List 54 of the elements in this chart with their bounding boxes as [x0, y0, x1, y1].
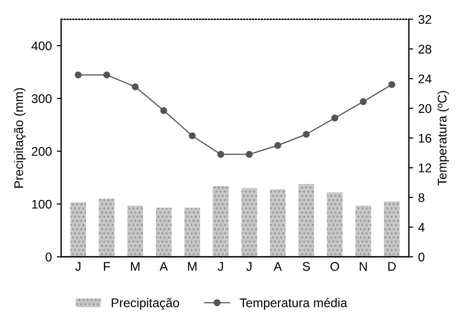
- y2-tick-label: 16: [418, 134, 432, 143]
- bar: [298, 184, 314, 257]
- bar: [326, 192, 343, 257]
- legend-label: Precipitação: [112, 298, 180, 310]
- bar: [98, 198, 115, 257]
- x-tick-label: J: [218, 262, 223, 271]
- point: [132, 83, 139, 90]
- point: [74, 71, 82, 78]
- bar: [184, 208, 200, 257]
- x-tick-label: N: [360, 262, 367, 271]
- point: [217, 150, 224, 158]
- bar: [70, 202, 86, 257]
- point: [160, 107, 168, 114]
- point: [103, 71, 110, 78]
- x-tick-label: M: [188, 262, 196, 271]
- y2-tick-label: 20: [418, 104, 432, 113]
- y2-axis-title: Temperatura (ºC): [437, 91, 450, 186]
- point: [302, 130, 310, 138]
- legend-label: Temperatura média: [240, 298, 348, 310]
- x-tick-label: D: [388, 262, 396, 271]
- y2-tick-label: 24: [418, 74, 432, 84]
- bar: [355, 206, 372, 257]
- x-tick-label: A: [160, 262, 168, 271]
- y-tick-label: 300: [32, 94, 52, 104]
- y2-tick-label: 28: [418, 44, 432, 54]
- bar: [241, 188, 258, 257]
- y-tick-label: 100: [32, 200, 52, 209]
- x-tick-label: F: [104, 262, 110, 271]
- point: [274, 142, 282, 149]
- point: [246, 150, 253, 158]
- y2-tick-label: 8: [418, 193, 424, 202]
- x-tick-label: M: [131, 262, 140, 271]
- bar: [212, 186, 229, 257]
- point: [331, 114, 338, 122]
- y-tick-label: 200: [32, 147, 52, 156]
- bar: [270, 189, 286, 257]
- x-tick-label: O: [330, 262, 340, 271]
- bar: [156, 208, 172, 257]
- x-tick-label: J: [75, 262, 80, 271]
- y-tick-label: 400: [32, 41, 52, 50]
- y2-tick-label: 0: [418, 252, 424, 262]
- x-tick-label: S: [302, 262, 310, 271]
- y-axis-title: Precipitação (mm): [14, 88, 26, 188]
- x-tick-label: A: [274, 262, 282, 271]
- y2-tick-label: 4: [418, 223, 425, 232]
- x-tick-label: J: [246, 262, 252, 271]
- bar: [384, 201, 400, 257]
- y2-tick-label: 12: [418, 164, 432, 172]
- y2-tick-label: 32: [418, 15, 432, 24]
- point: [388, 81, 396, 88]
- bar: [127, 206, 144, 257]
- point: [360, 98, 367, 106]
- y-tick-label: 0: [46, 252, 52, 262]
- point: [188, 132, 196, 140]
